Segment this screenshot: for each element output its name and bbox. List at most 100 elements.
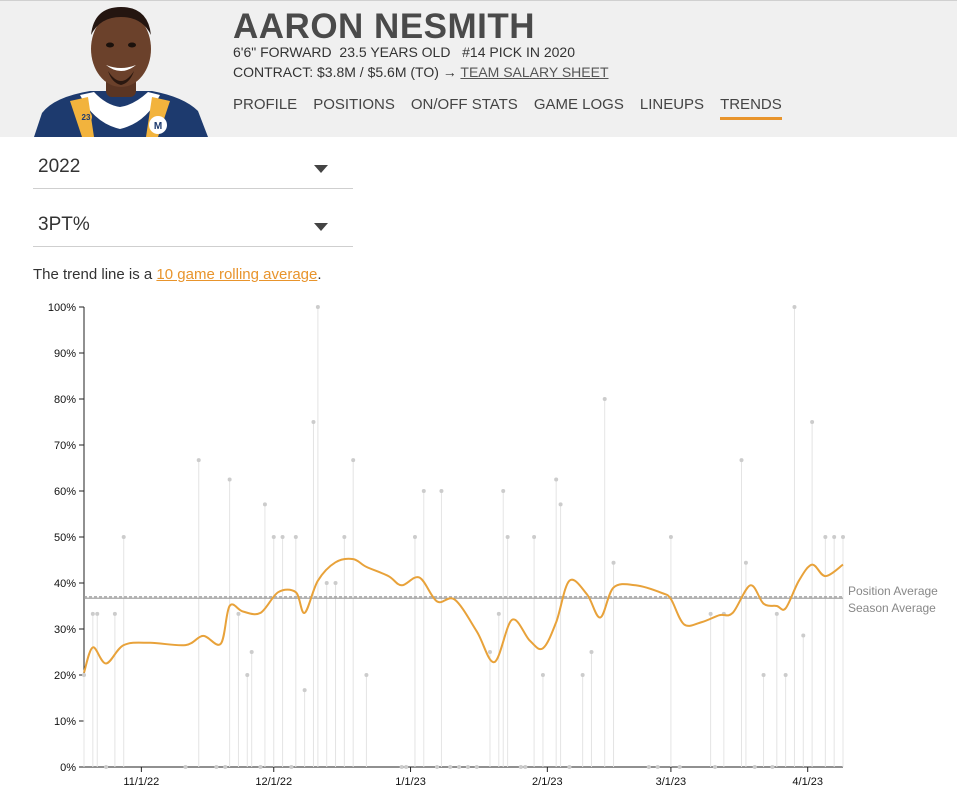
season-select[interactable]: 2022 — [33, 148, 353, 189]
game-point — [412, 535, 417, 539]
tab-trends[interactable]: TRENDS — [720, 96, 782, 120]
game-point — [770, 765, 775, 769]
y-tick-label: 60% — [54, 486, 76, 498]
y-tick-label: 80% — [54, 394, 76, 406]
game-point — [293, 535, 298, 539]
game-point — [708, 611, 713, 616]
y-tick-label: 70% — [54, 440, 76, 452]
game-point — [311, 420, 316, 424]
game-point — [196, 458, 201, 463]
trend-note-suffix: . — [317, 266, 322, 283]
game-point — [271, 535, 276, 539]
game-point — [249, 650, 254, 654]
trend-note-text: The trend line is a — [33, 266, 157, 283]
game-point — [262, 502, 267, 507]
y-tick-label: 10% — [54, 716, 76, 728]
player-headshot: M 23 — [34, 5, 208, 137]
game-point — [90, 611, 95, 616]
game-point — [832, 535, 837, 539]
game-point — [474, 765, 479, 769]
game-point — [505, 535, 510, 539]
game-point — [668, 535, 673, 539]
game-point — [421, 489, 426, 493]
game-point — [532, 535, 537, 539]
tab-positions[interactable]: POSITIONS — [313, 96, 395, 113]
game-point — [315, 305, 320, 309]
x-tick-label: 2/1/23 — [532, 776, 563, 788]
game-point — [435, 765, 440, 769]
game-point — [245, 673, 250, 677]
chevron-down-icon — [314, 165, 328, 173]
stat-select[interactable]: 3PT% — [33, 206, 353, 247]
contract-text: CONTRACT: $3.8M / $5.6M (TO) → — [233, 64, 461, 80]
y-tick-label: 30% — [54, 624, 76, 636]
game-point — [280, 535, 285, 539]
game-point — [602, 397, 607, 401]
game-point — [112, 611, 117, 616]
game-point — [783, 673, 788, 677]
y-tick-label: 100% — [48, 302, 76, 314]
game-point — [589, 650, 594, 654]
game-point — [611, 560, 616, 565]
team-salary-sheet-link[interactable]: TEAM SALARY SHEET — [460, 64, 609, 80]
y-tick-label: 0% — [60, 762, 76, 774]
game-point — [342, 535, 347, 539]
game-point — [841, 535, 845, 539]
y-tick-label: 90% — [54, 348, 76, 360]
game-point — [739, 458, 744, 463]
game-point — [404, 765, 409, 769]
game-point — [801, 633, 806, 638]
player-nav: PROFILE POSITIONS ON/OFF STATS GAME LOGS… — [233, 96, 798, 120]
game-point — [554, 477, 559, 482]
game-point — [743, 560, 748, 565]
game-point — [95, 611, 100, 616]
y-tick-label: 50% — [54, 532, 76, 544]
x-tick-label: 3/1/23 — [656, 776, 687, 788]
game-point — [351, 458, 356, 463]
player-headshot-image: M 23 — [34, 7, 208, 137]
game-point — [774, 611, 779, 616]
game-point — [792, 305, 797, 309]
game-point — [236, 611, 241, 616]
game-point — [289, 765, 294, 769]
game-point — [496, 611, 501, 616]
game-point — [518, 765, 523, 769]
game-point — [448, 765, 453, 769]
jersey-number: 23 — [82, 113, 91, 122]
game-point — [465, 765, 470, 769]
game-point — [487, 650, 492, 654]
game-point — [333, 581, 338, 585]
game-point — [214, 765, 219, 769]
player-bio: 6'6" FORWARD 23.5 YEARS OLD #14 PICK IN … — [233, 44, 575, 60]
game-point — [439, 489, 444, 493]
x-tick-label: 1/1/23 — [395, 776, 426, 788]
game-point — [82, 673, 86, 677]
game-point — [567, 765, 572, 769]
y-tick-label: 20% — [54, 670, 76, 682]
season-select-value: 2022 — [38, 156, 81, 177]
game-point — [227, 477, 232, 482]
game-point — [457, 765, 462, 769]
rolling-average-line — [83, 557, 844, 674]
game-point — [258, 765, 263, 769]
game-point — [558, 502, 563, 507]
game-point — [302, 688, 307, 693]
chevron-down-icon — [314, 223, 328, 231]
position-average-label: Position Average — [848, 584, 938, 598]
game-point — [104, 765, 109, 769]
season-average-label: Season Average — [848, 601, 936, 615]
tab-lineups[interactable]: LINEUPS — [639, 96, 705, 113]
svg-text:M: M — [154, 121, 162, 132]
game-point — [223, 765, 228, 769]
game-point — [810, 420, 815, 424]
tab-profile[interactable]: PROFILE — [233, 96, 298, 113]
game-point — [677, 765, 682, 769]
game-point — [540, 673, 545, 677]
rolling-average-link[interactable]: 10 game rolling average — [156, 266, 318, 283]
tab-on-off-stats[interactable]: ON/OFF STATS — [410, 96, 518, 113]
player-contract: CONTRACT: $3.8M / $5.6M (TO) → TEAM SALA… — [233, 64, 609, 80]
tab-game-logs[interactable]: GAME LOGS — [533, 96, 624, 113]
game-point — [501, 489, 506, 493]
game-point — [399, 765, 404, 769]
